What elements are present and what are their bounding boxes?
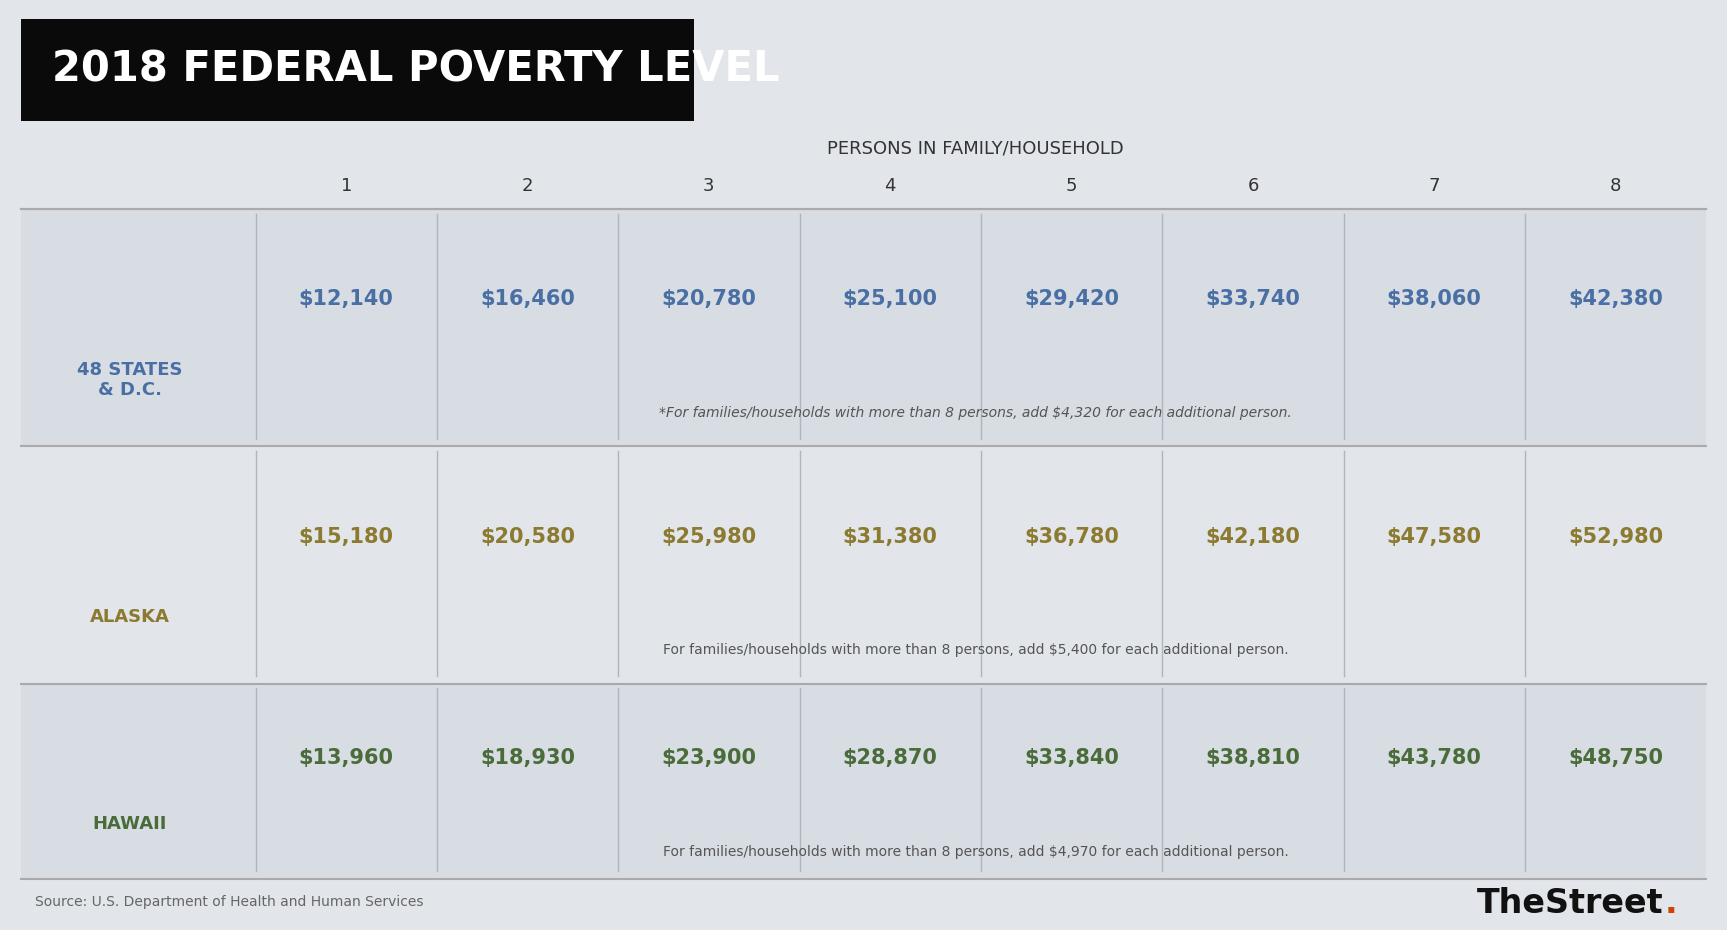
Polygon shape [155,324,168,338]
Text: $15,180: $15,180 [299,526,394,547]
Ellipse shape [90,751,95,753]
Text: $38,060: $38,060 [1387,289,1482,310]
Polygon shape [59,514,199,565]
Text: PERSONS IN FAMILY/HOUSEHOLD: PERSONS IN FAMILY/HOUSEHOLD [827,140,1124,158]
Text: 2018 FEDERAL POVERTY LEVEL: 2018 FEDERAL POVERTY LEVEL [52,48,779,91]
Text: $47,580: $47,580 [1387,526,1482,547]
Text: 6: 6 [1247,177,1259,195]
Text: 48 STATES
& D.C.: 48 STATES & D.C. [76,361,183,399]
Text: $25,980: $25,980 [661,526,756,547]
Text: 2: 2 [522,177,534,195]
Text: $28,870: $28,870 [843,748,938,768]
Ellipse shape [73,745,78,748]
Text: TheStreet: TheStreet [1477,887,1663,921]
Text: $42,380: $42,380 [1568,289,1663,310]
Text: $36,780: $36,780 [1024,526,1119,547]
Text: 5: 5 [1066,177,1078,195]
Text: $42,180: $42,180 [1205,526,1300,547]
Text: $43,780: $43,780 [1387,748,1482,768]
Text: ALASKA: ALASKA [90,608,169,626]
Text: $20,780: $20,780 [661,289,756,310]
Circle shape [71,567,79,571]
Text: $23,900: $23,900 [661,748,756,768]
Text: For families/households with more than 8 persons, add $5,400 for each additional: For families/households with more than 8… [663,644,1288,658]
Circle shape [55,567,64,571]
Circle shape [64,567,71,571]
Text: $16,460: $16,460 [480,289,575,310]
Ellipse shape [159,776,178,783]
Polygon shape [59,282,204,334]
Text: $29,420: $29,420 [1024,289,1119,310]
Text: $52,980: $52,980 [1568,526,1663,547]
Text: Source: U.S. Department of Health and Human Services: Source: U.S. Department of Health and Hu… [35,895,423,910]
Text: 8: 8 [1610,177,1622,195]
Text: $12,140: $12,140 [299,289,394,310]
Text: *For families/households with more than 8 persons, add $4,320 for each additiona: *For families/households with more than … [660,406,1292,420]
Ellipse shape [128,763,138,768]
Text: $33,840: $33,840 [1024,748,1119,768]
Text: 1: 1 [340,177,352,195]
Text: 7: 7 [1428,177,1440,195]
Text: 4: 4 [884,177,896,195]
Text: .: . [1665,887,1677,921]
Text: $25,100: $25,100 [843,289,938,310]
Text: $48,750: $48,750 [1568,748,1663,768]
Text: $20,580: $20,580 [480,526,575,547]
Text: For families/households with more than 8 persons, add $4,970 for each additional: For families/households with more than 8… [663,844,1288,858]
Text: 3: 3 [703,177,715,195]
Text: HAWAII: HAWAII [92,816,168,833]
Text: $38,810: $38,810 [1205,748,1300,768]
Text: $33,740: $33,740 [1205,289,1300,310]
Text: $18,930: $18,930 [480,748,575,768]
Ellipse shape [107,757,114,761]
Ellipse shape [62,741,66,743]
Text: $31,380: $31,380 [843,526,938,547]
Text: $13,960: $13,960 [299,748,394,768]
